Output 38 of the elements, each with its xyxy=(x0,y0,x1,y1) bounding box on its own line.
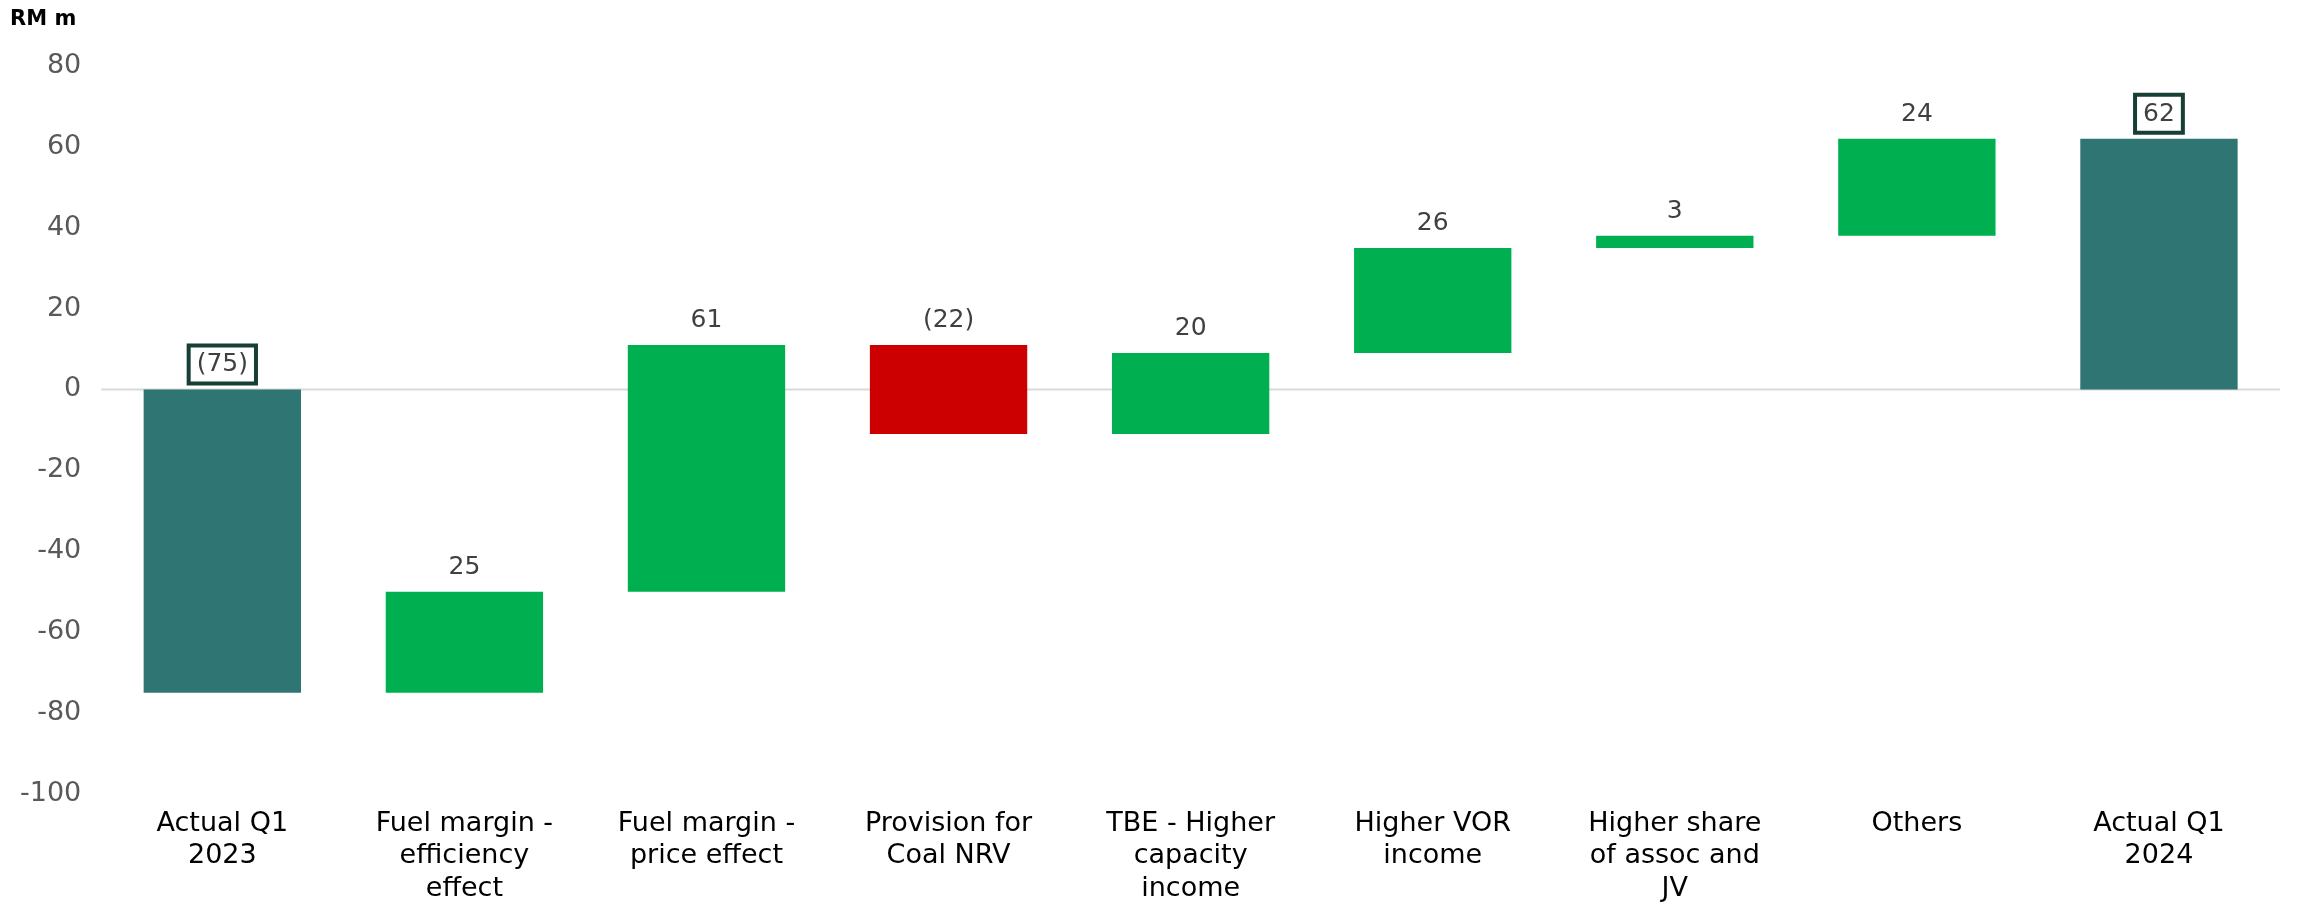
x-tick-label: Provision for Coal NRV xyxy=(864,806,1034,870)
bar xyxy=(869,344,1028,434)
x-tick-label: Fuel margin - price effect xyxy=(617,806,796,870)
data-label: 3 xyxy=(1666,194,1683,224)
x-tick-label: TBE - Higher capacity income xyxy=(1105,806,1276,902)
y-tick-label: -80 xyxy=(37,694,82,726)
data-label: 26 xyxy=(1416,206,1449,236)
y-axis-title: RM m xyxy=(10,6,77,30)
data-label: 24 xyxy=(1900,97,1933,127)
bar xyxy=(385,591,544,693)
y-tick-label: 60 xyxy=(46,128,82,160)
bar xyxy=(2080,138,2238,390)
y-tick-label: -20 xyxy=(37,452,82,484)
y-tick-label: 80 xyxy=(46,48,82,80)
bar xyxy=(1111,353,1270,434)
y-tick-label: 0 xyxy=(64,371,82,403)
x-tick-label: Fuel margin - efficiency effect xyxy=(375,806,554,902)
y-tick-label: 20 xyxy=(46,290,82,322)
bar xyxy=(1354,247,1512,354)
bar xyxy=(627,344,786,592)
x-tick-label: Higher VOR income xyxy=(1354,806,1511,870)
data-label: (22) xyxy=(922,303,975,333)
data-label: 61 xyxy=(690,303,723,333)
bar xyxy=(1596,235,1754,248)
data-label: 20 xyxy=(1174,312,1207,342)
data-label: (75) xyxy=(196,348,248,378)
y-tick-label: -60 xyxy=(37,614,82,646)
y-tick-label: -100 xyxy=(20,775,82,807)
y-tick-label: -40 xyxy=(37,533,82,565)
bar xyxy=(143,389,301,693)
y-tick-label: 40 xyxy=(46,209,82,241)
bar xyxy=(1838,138,1996,236)
x-tick-label: Others xyxy=(1871,806,1963,838)
data-label: 62 xyxy=(2143,97,2175,127)
data-label: 25 xyxy=(448,550,481,580)
x-tick-label: Actual Q1 2024 xyxy=(2093,806,2225,870)
x-tick-label: Actual Q1 2023 xyxy=(156,806,289,870)
x-tick-label: Higher share of assoc and JV xyxy=(1588,806,1762,902)
